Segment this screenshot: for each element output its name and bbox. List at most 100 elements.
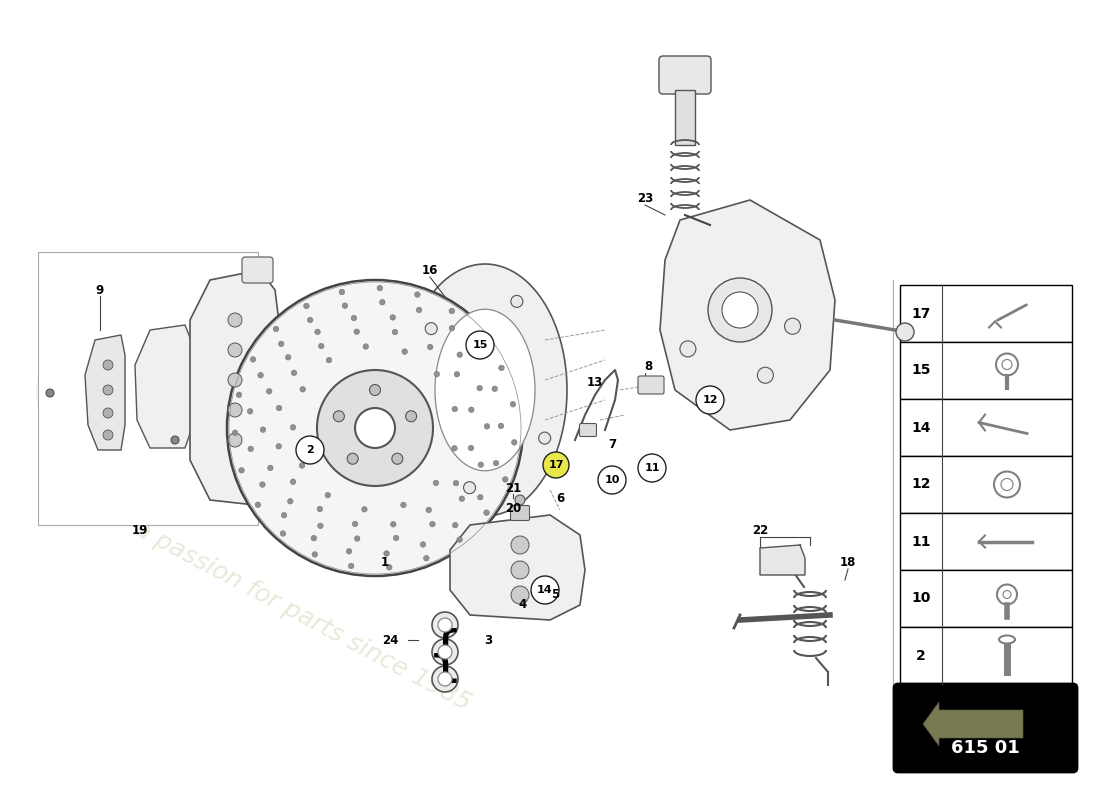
Circle shape <box>260 482 265 487</box>
Circle shape <box>478 462 484 467</box>
Circle shape <box>493 460 498 466</box>
Circle shape <box>484 510 490 515</box>
Circle shape <box>276 406 282 411</box>
Circle shape <box>315 329 320 334</box>
Text: 12: 12 <box>702 395 717 405</box>
Circle shape <box>463 482 475 494</box>
Circle shape <box>680 341 696 357</box>
Text: 10: 10 <box>604 475 619 485</box>
Circle shape <box>438 672 452 686</box>
Circle shape <box>1003 590 1011 598</box>
Circle shape <box>452 446 458 451</box>
Circle shape <box>453 480 459 486</box>
Circle shape <box>638 454 666 482</box>
Bar <box>900 513 1072 570</box>
Circle shape <box>510 402 516 407</box>
Text: 15: 15 <box>472 340 487 350</box>
Circle shape <box>273 326 278 332</box>
Circle shape <box>250 357 256 362</box>
Text: 21: 21 <box>505 482 521 494</box>
Circle shape <box>261 427 266 433</box>
Text: 6: 6 <box>556 491 564 505</box>
Circle shape <box>466 331 494 359</box>
Circle shape <box>512 439 517 445</box>
Text: 16: 16 <box>421 263 438 277</box>
FancyBboxPatch shape <box>659 56 711 94</box>
Text: 4: 4 <box>519 598 527 611</box>
Circle shape <box>392 454 403 464</box>
Text: eu: eu <box>30 324 223 459</box>
Circle shape <box>432 612 458 638</box>
Bar <box>900 570 1072 627</box>
Circle shape <box>452 406 458 412</box>
Circle shape <box>469 407 474 413</box>
Circle shape <box>432 639 458 665</box>
Circle shape <box>232 430 238 435</box>
Circle shape <box>400 502 406 508</box>
Circle shape <box>103 385 113 395</box>
Circle shape <box>512 561 529 579</box>
FancyBboxPatch shape <box>638 376 664 394</box>
Bar <box>900 342 1072 399</box>
Circle shape <box>370 385 381 395</box>
Bar <box>900 456 1072 513</box>
Circle shape <box>543 452 569 478</box>
Ellipse shape <box>999 635 1015 643</box>
Circle shape <box>228 313 242 327</box>
Circle shape <box>317 506 322 512</box>
Circle shape <box>415 292 420 298</box>
Circle shape <box>227 280 522 576</box>
FancyBboxPatch shape <box>510 506 529 521</box>
Circle shape <box>484 423 490 429</box>
Circle shape <box>997 585 1018 605</box>
Circle shape <box>290 479 296 485</box>
Circle shape <box>248 446 253 452</box>
Polygon shape <box>190 270 280 505</box>
Polygon shape <box>923 702 1023 746</box>
Circle shape <box>239 467 244 473</box>
Circle shape <box>449 308 454 314</box>
Text: 2: 2 <box>916 649 926 662</box>
Circle shape <box>170 436 179 444</box>
Circle shape <box>475 353 481 358</box>
Text: a passion for parts since 1985: a passion for parts since 1985 <box>130 517 475 715</box>
Circle shape <box>427 327 432 333</box>
Text: 24: 24 <box>382 634 398 646</box>
Text: 11: 11 <box>911 534 931 549</box>
Text: 19: 19 <box>132 523 148 537</box>
Polygon shape <box>760 545 805 575</box>
Circle shape <box>531 576 559 604</box>
Text: 12: 12 <box>911 478 931 491</box>
Circle shape <box>278 341 284 346</box>
Circle shape <box>784 318 801 334</box>
Circle shape <box>351 315 356 321</box>
Circle shape <box>430 522 436 527</box>
Circle shape <box>424 555 429 561</box>
Circle shape <box>355 408 395 448</box>
Circle shape <box>402 349 407 354</box>
Text: 9: 9 <box>96 283 104 297</box>
Text: 20: 20 <box>505 502 521 514</box>
Polygon shape <box>403 264 566 516</box>
Circle shape <box>339 289 344 294</box>
Bar <box>900 399 1072 456</box>
Circle shape <box>512 536 529 554</box>
Circle shape <box>416 307 422 313</box>
Circle shape <box>304 303 309 309</box>
Text: 615 01: 615 01 <box>952 739 1020 757</box>
Circle shape <box>285 354 290 360</box>
Circle shape <box>103 408 113 418</box>
Text: 7: 7 <box>608 438 616 451</box>
Circle shape <box>290 425 296 430</box>
Circle shape <box>426 507 431 513</box>
Text: 17: 17 <box>911 306 931 321</box>
Polygon shape <box>434 310 535 470</box>
Circle shape <box>354 536 360 542</box>
Text: 23: 23 <box>637 191 653 205</box>
Circle shape <box>342 303 348 309</box>
Circle shape <box>469 445 474 450</box>
Circle shape <box>406 410 417 422</box>
Circle shape <box>333 410 344 422</box>
Text: 11: 11 <box>645 463 660 473</box>
Circle shape <box>434 371 440 377</box>
